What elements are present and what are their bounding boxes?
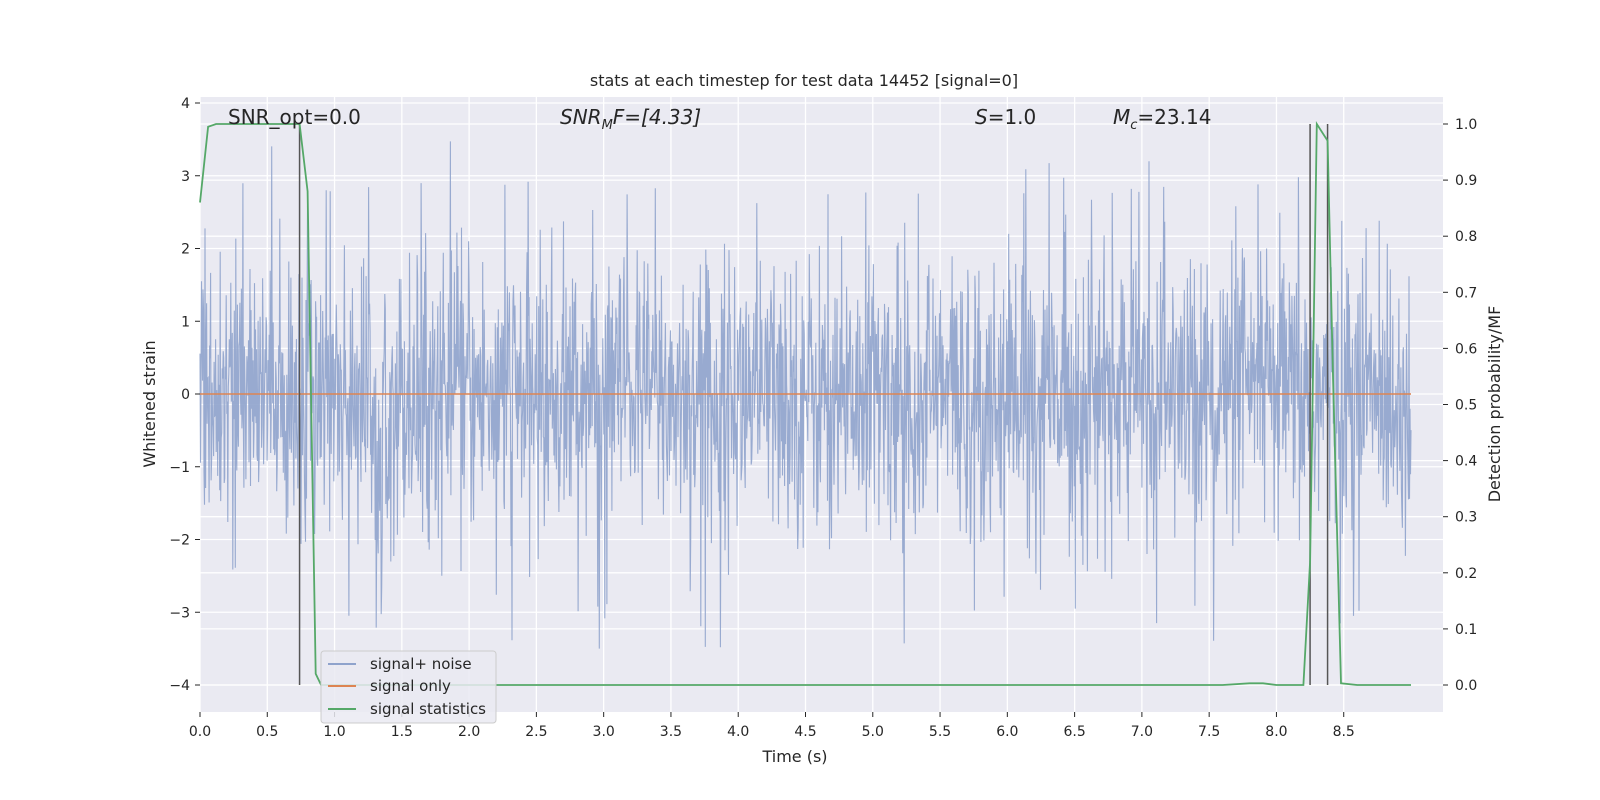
x-tick-label: 5.0 — [862, 724, 884, 740]
y-left-tick-label: −3 — [169, 605, 190, 621]
series-signal-statistics — [199, 121, 1411, 686]
annotation-mc-main: M — [1113, 105, 1130, 129]
y-axis-left-label: Whitened strain — [140, 340, 159, 467]
y-right-tick-label: 0.3 — [1455, 510, 1477, 526]
y-right-tick-label: 0.9 — [1455, 173, 1477, 189]
y-right-tick-label: 0.7 — [1455, 285, 1477, 301]
x-tick-label: 8.5 — [1333, 724, 1355, 740]
x-tick-label: 0.5 — [256, 724, 278, 740]
x-tick-label: 3.0 — [593, 724, 615, 740]
legend-label-signal-only: signal only — [370, 677, 451, 695]
annotation-snr-opt: SNR_opt=0.0 — [228, 105, 361, 129]
series-line-signal-noise — [199, 141, 1412, 649]
x-tick-label: 2.0 — [458, 724, 480, 740]
annotation-mc-sub: c — [1130, 118, 1137, 133]
annotation-snr-mf-sub: M — [602, 118, 613, 133]
y-axis-right-ticks: 0.0 0.1 0.2 0.3 0.4 0.5 0.6 0.7 0.8 0.9 1.0 — [1443, 117, 1477, 694]
chart-title: stats at each timestep for test data 144… — [590, 71, 1018, 90]
series-signal-noise — [199, 141, 1412, 649]
annotation-mc-rest: =23.14 — [1137, 105, 1211, 129]
annotation-mc: Mc=23.14 — [1113, 105, 1211, 133]
annotation-snr-mf: SNRMF=[4.33] — [560, 105, 701, 133]
y-right-tick-label: 0.1 — [1455, 622, 1477, 638]
y-left-tick-label: 0 — [181, 387, 190, 403]
x-tick-label: 6.5 — [1063, 724, 1085, 740]
x-tick-label: 3.5 — [660, 724, 682, 740]
y-right-tick-label: 0.4 — [1455, 454, 1477, 470]
y-right-tick-label: 0.5 — [1455, 398, 1477, 414]
y-left-tick-label: 4 — [181, 96, 190, 112]
y-left-tick-label: 2 — [181, 242, 190, 258]
x-tick-label: 7.5 — [1198, 724, 1220, 740]
legend-box — [320, 650, 497, 724]
legend: signal+ noise signal only signal statist… — [320, 650, 497, 724]
y-right-tick-label: 0.6 — [1455, 341, 1477, 357]
legend-label-signal-statistics: signal statistics — [370, 700, 486, 718]
series-line-signal-statistics — [199, 121, 1411, 686]
y-left-tick-label: −2 — [169, 533, 190, 549]
y-right-tick-label: 1.0 — [1455, 117, 1477, 133]
annotation-s-rest: =1.0 — [988, 105, 1037, 129]
x-tick-label: 8.0 — [1265, 724, 1287, 740]
y-axis-right-label: Detection probability/MF — [1485, 306, 1504, 503]
y-left-tick-label: 3 — [181, 169, 190, 185]
x-tick-label: 2.5 — [525, 724, 547, 740]
annotation-s: S=1.0 — [975, 105, 1036, 129]
vertical-markers — [298, 124, 1329, 685]
annotation-snr-mf-rest: F=[4.33] — [613, 105, 701, 129]
y-right-tick-label: 0.8 — [1455, 229, 1477, 245]
annotation-s-main: S — [975, 105, 988, 129]
x-tick-label: 7.0 — [1131, 724, 1153, 740]
y-left-tick-label: −4 — [169, 678, 190, 694]
y-right-tick-label: 0.0 — [1455, 678, 1477, 694]
x-tick-label: 5.5 — [929, 724, 951, 740]
x-tick-label: 4.5 — [794, 724, 816, 740]
y-left-tick-label: −1 — [169, 460, 190, 476]
y-right-tick-label: 0.2 — [1455, 566, 1477, 582]
x-tick-label: 0.0 — [189, 724, 211, 740]
x-tick-label: 1.0 — [323, 724, 345, 740]
legend-label-signal-noise: signal+ noise — [370, 655, 472, 673]
annotation-snr-mf-main: SNR — [560, 105, 602, 129]
x-tick-label: 1.5 — [391, 724, 413, 740]
x-tick-label: 4.0 — [727, 724, 749, 740]
x-axis-label: Time (s) — [761, 747, 827, 766]
y-axis-left-ticks: −4 −3 −2 −1 0 1 2 3 4 — [169, 96, 200, 694]
x-axis-ticks: 0.0 0.5 1.0 1.5 2.0 2.5 3.0 3.5 4.0 4.5 5.0 5.5 6.0 6… — [189, 712, 1355, 740]
x-tick-label: 6.0 — [996, 724, 1018, 740]
y-left-tick-label: 1 — [181, 314, 190, 330]
